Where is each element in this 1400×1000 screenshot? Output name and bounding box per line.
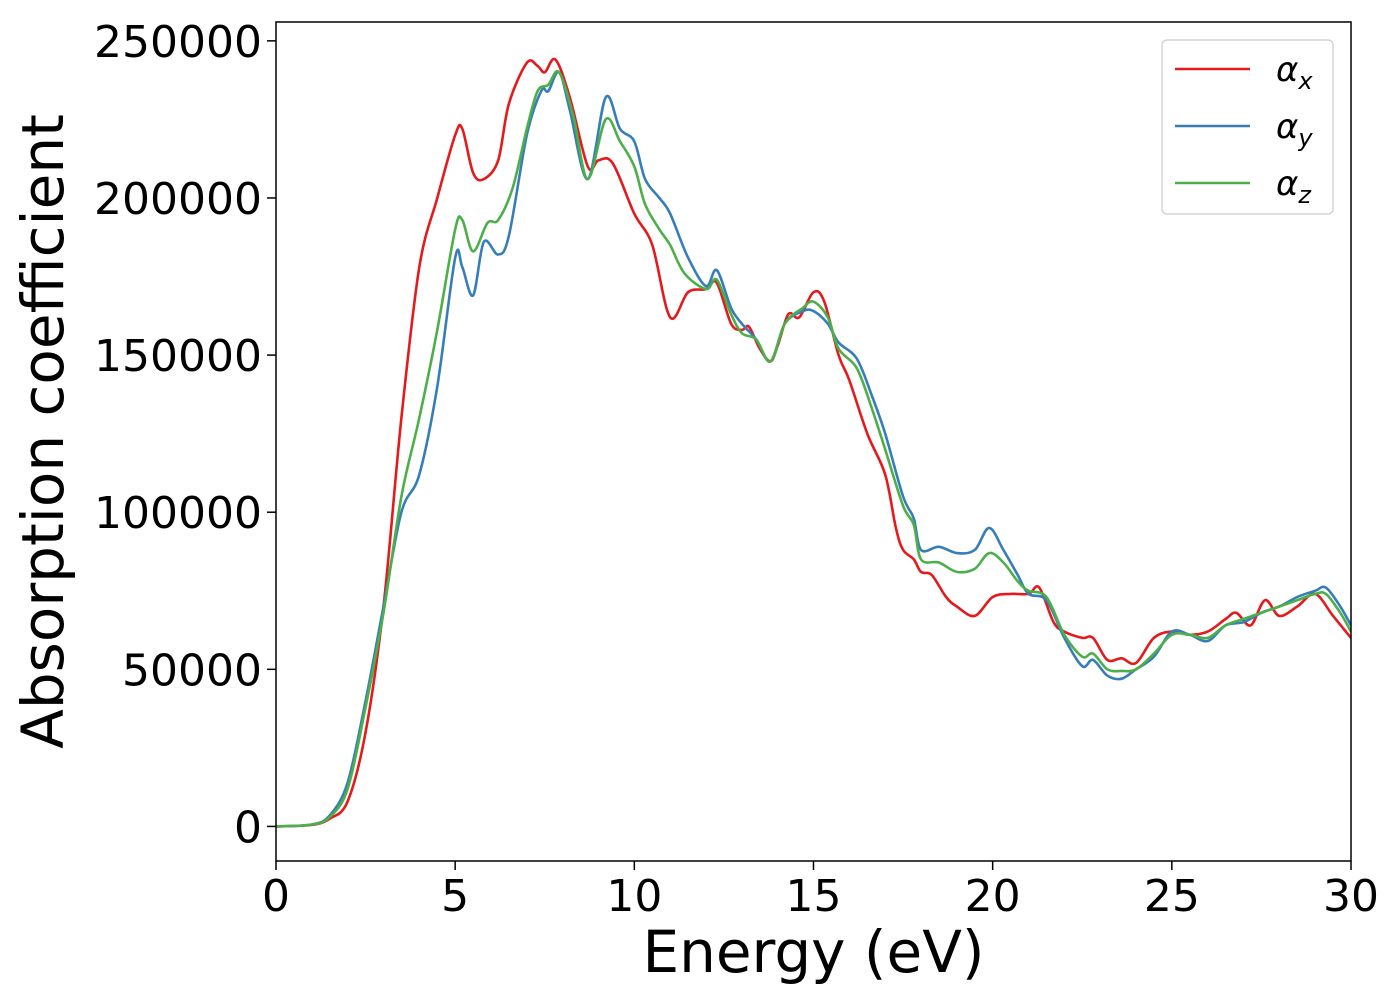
x-axis-ticks: 0 5 10 15 20 25 30 <box>262 861 1379 922</box>
series-line-α-y <box>276 70 1351 828</box>
legend-item-y: αy <box>1175 107 1313 152</box>
x-tick-label: 20 <box>965 871 1021 922</box>
x-tick-label: 25 <box>1144 871 1200 922</box>
y-axis-ticks: 0 50000 100000 150000 200000 250000 <box>94 17 276 853</box>
y-tick-label: 200000 <box>94 174 262 225</box>
legend-label: αy <box>1276 107 1313 152</box>
legend-label: αz <box>1276 164 1312 209</box>
legend: αx αy αz <box>1161 39 1334 215</box>
legend-item-x: αx <box>1175 50 1313 95</box>
legend-item-z: αz <box>1175 164 1312 209</box>
x-tick-label: 10 <box>606 871 662 922</box>
y-tick-label: 150000 <box>94 331 262 382</box>
y-tick-label: 250000 <box>94 17 262 68</box>
y-tick-label: 0 <box>234 802 262 853</box>
x-tick-label: 5 <box>441 871 469 922</box>
x-axis-label: Energy (eV) <box>642 918 984 986</box>
series-line-α-z <box>276 69 1351 828</box>
legend-label: αx <box>1276 50 1313 95</box>
y-tick-label: 100000 <box>94 488 262 539</box>
series-layer <box>276 57 1351 828</box>
series-line-α-x <box>276 57 1351 828</box>
y-axis-label: Absorption coefficient <box>9 114 77 749</box>
x-tick-label: 15 <box>786 871 842 922</box>
x-tick-label: 30 <box>1323 871 1379 922</box>
x-tick-label: 0 <box>262 871 290 922</box>
y-tick-label: 50000 <box>122 645 262 696</box>
